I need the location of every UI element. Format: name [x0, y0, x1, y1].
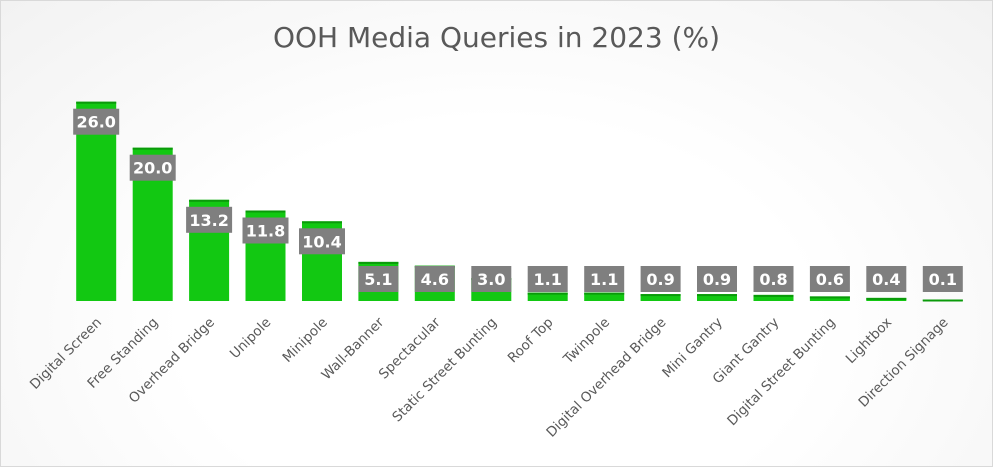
data-label-text: 4.6	[421, 270, 449, 289]
data-label-2: 20.0	[129, 154, 176, 181]
bar-top-edge	[132, 147, 173, 150]
bar-top-edge	[640, 294, 681, 297]
data-label-box	[922, 266, 963, 292]
data-label-box	[640, 266, 681, 292]
x-tick-label-15: Lightbox	[843, 315, 895, 367]
bar-top-edge	[245, 210, 286, 213]
bar-top-edge	[358, 261, 399, 264]
data-label-12: 0.9	[697, 266, 737, 292]
data-label-14: 0.6	[809, 266, 850, 292]
bar-9	[527, 292, 568, 301]
data-label-box	[584, 266, 625, 292]
data-label-text: 0.4	[872, 270, 900, 289]
data-label-text: 10.4	[302, 232, 341, 251]
chart-title: OOH Media Queries in 2023 (%)	[272, 21, 721, 54]
data-label-box	[753, 266, 794, 292]
bar-top-edge	[584, 292, 625, 295]
data-label-7: 4.6	[414, 266, 455, 292]
bar-top-edge	[809, 296, 850, 299]
data-label-10: 1.1	[584, 266, 625, 292]
data-label-box	[358, 266, 399, 292]
data-label-text: 1.1	[534, 270, 562, 289]
data-label-1: 26.0	[73, 108, 120, 135]
x-tick-label-11: Digital Overhead Bridge	[543, 315, 669, 441]
data-label-3: 13.2	[186, 206, 233, 233]
data-label-box	[73, 108, 120, 135]
bar-11	[640, 294, 681, 301]
x-tick-label-10: Twinpole	[560, 315, 613, 368]
bar-top-edge	[922, 299, 963, 302]
data-label-box	[129, 154, 176, 181]
data-label-text: 0.1	[929, 270, 957, 289]
data-label-6: 5.1	[358, 266, 399, 292]
bar-top-edge	[697, 294, 737, 297]
x-tick-label-5: Minipole	[279, 315, 330, 366]
data-label-8: 3.0	[471, 266, 512, 292]
data-label-text: 20.0	[133, 159, 172, 178]
data-label-box	[471, 266, 512, 292]
bar-14	[809, 296, 850, 301]
x-tick-label-8: Static Street Bunting	[389, 315, 500, 426]
bar-10	[584, 292, 625, 301]
data-label-text: 0.8	[759, 270, 787, 289]
data-label-box	[527, 266, 568, 292]
data-label-text: 1.1	[590, 270, 618, 289]
data-label-box	[697, 266, 737, 292]
bar-top-edge	[753, 294, 794, 297]
bar-12	[697, 294, 737, 301]
data-label-box	[186, 206, 233, 233]
data-label-text: 3.0	[477, 270, 505, 289]
data-label-15: 0.4	[866, 266, 907, 292]
data-label-box	[242, 217, 289, 244]
data-label-text: 0.9	[646, 270, 674, 289]
bar-top-edge	[189, 199, 230, 202]
data-label-text: 0.9	[703, 270, 731, 289]
bar-top-edge	[866, 297, 907, 300]
x-tick-label-4: Unipole	[227, 315, 274, 362]
data-label-9: 1.1	[527, 266, 568, 292]
data-label-16: 0.1	[922, 266, 963, 292]
data-label-4: 11.8	[242, 217, 289, 244]
bar-top-edge	[527, 292, 568, 295]
bar-13	[753, 294, 794, 301]
data-label-13: 0.8	[753, 266, 794, 292]
data-label-box	[809, 266, 850, 292]
data-label-text: 11.8	[246, 222, 285, 241]
data-label-text: 0.6	[816, 270, 844, 289]
bar-1	[76, 101, 117, 301]
data-label-11: 0.9	[640, 266, 681, 292]
bar-top-edge	[76, 101, 117, 104]
data-label-5: 10.4	[299, 228, 345, 255]
data-label-box	[299, 228, 345, 255]
data-label-box	[414, 266, 455, 292]
bar-top-edge	[302, 221, 342, 224]
data-label-text: 5.1	[364, 270, 392, 289]
data-label-text: 26.0	[76, 113, 115, 132]
data-label-text: 13.2	[189, 211, 228, 230]
x-tick-label-9: Roof Top	[505, 315, 557, 367]
x-tick-label-14: Digital Street Bunting	[724, 315, 839, 430]
data-label-box	[866, 266, 907, 292]
